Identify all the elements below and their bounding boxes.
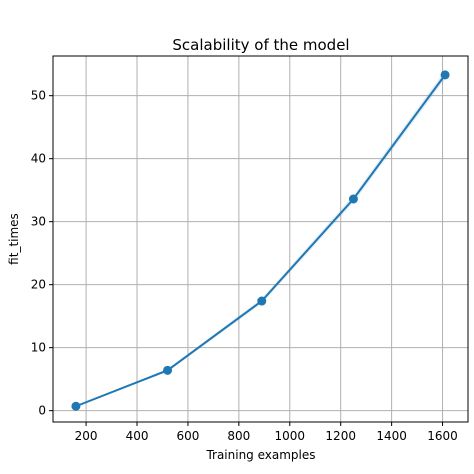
y-axis-label: fit_times [7, 213, 21, 265]
y-tick-label: 40 [31, 152, 46, 166]
confidence-band-layer [75, 70, 446, 407]
series-line-layer [75, 74, 446, 408]
x-axis: 200 400 600 800 1000 1200 1400 1600 [75, 422, 458, 443]
x-tick-label: 1000 [275, 429, 306, 443]
x-tick-label: 600 [176, 429, 199, 443]
y-tick-label: 30 [31, 215, 46, 229]
series-line [75, 74, 446, 408]
y-tick-label: 0 [38, 404, 46, 418]
y-tick-label: 50 [31, 89, 46, 103]
data-point [440, 70, 450, 80]
grid-lines [53, 56, 468, 422]
chart-title: Scalability of the model [172, 36, 349, 54]
data-point [71, 401, 81, 411]
x-axis-label: Training examples [205, 448, 315, 462]
series-point-layer [71, 70, 450, 411]
data-point [257, 296, 267, 306]
y-axis: 0 10 20 30 40 50 [31, 89, 53, 418]
x-tick-label: 800 [227, 429, 250, 443]
x-tick-label: 200 [75, 429, 98, 443]
series-band [75, 70, 446, 407]
x-tick-label: 1200 [325, 429, 356, 443]
plot-area-frame [52, 55, 469, 423]
x-tick-label: 400 [126, 429, 149, 443]
x-tick-label: 1600 [427, 429, 458, 443]
y-tick-label: 20 [31, 278, 46, 292]
data-point [348, 194, 358, 204]
x-tick-label: 1400 [376, 429, 407, 443]
y-tick-label: 10 [31, 341, 46, 355]
data-point [163, 365, 173, 375]
